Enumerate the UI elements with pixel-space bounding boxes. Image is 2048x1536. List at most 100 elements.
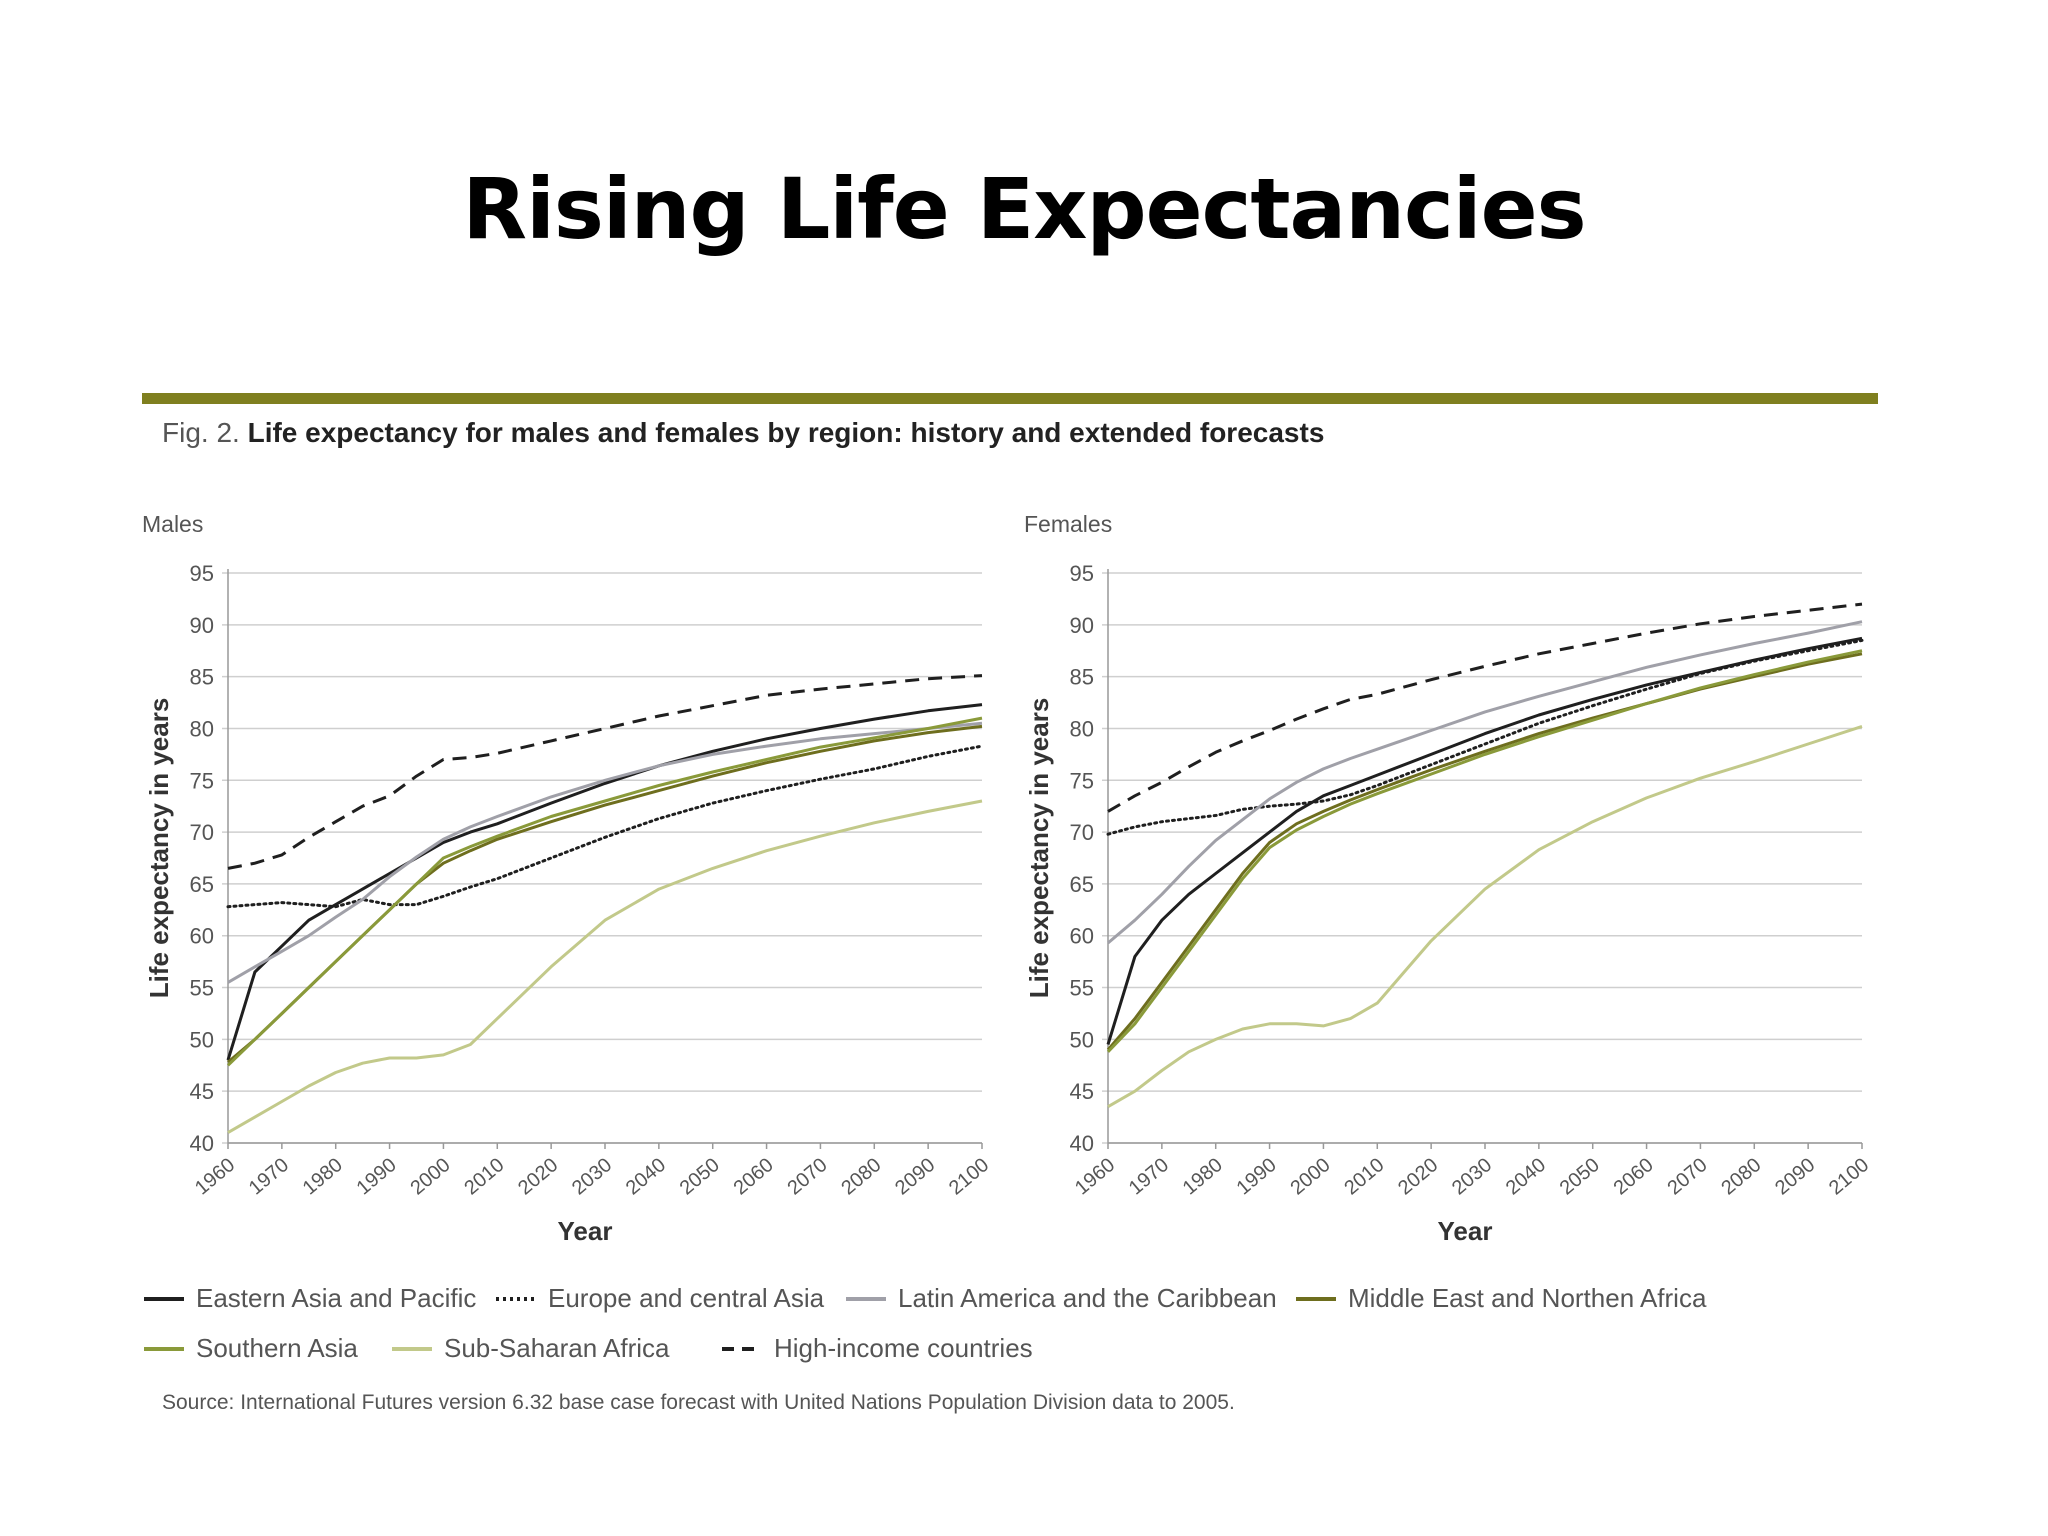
males-series-sub-saharan-africa: [227, 799, 983, 1134]
males-x-tick-label: 2050: [676, 1154, 724, 1199]
males-x-tick-label: 2090: [891, 1154, 939, 1199]
legend-item-latin-america-and-the-caribbean: Latin America and the Caribbean: [844, 1283, 1277, 1314]
females-x-tick-label: 1990: [1233, 1154, 1281, 1199]
legend-label: Southern Asia: [196, 1333, 358, 1363]
males-y-tick-label: 45: [190, 1079, 214, 1104]
females-x-tick-label: 1980: [1179, 1154, 1227, 1199]
females-x-axis-title: Year: [1438, 1216, 1493, 1246]
females-x-tick-label: 2050: [1556, 1154, 1604, 1199]
males-y-tick-label: 85: [190, 665, 214, 690]
legend-item-southern-asia: Southern Asia: [142, 1333, 358, 1364]
females-y-tick-label: 65: [1070, 872, 1094, 897]
legend-item-eastern-asia-and-pacific: Eastern Asia and Pacific: [142, 1283, 476, 1314]
females-y-tick-label: 70: [1070, 820, 1094, 845]
males-x-axis-title: Year: [558, 1216, 613, 1246]
legend-swatch: [722, 1346, 762, 1351]
males-y-tick-label: 95: [190, 561, 214, 586]
slide-title: Rising Life Expectancies: [462, 160, 1586, 258]
males-y-tick-label: 80: [190, 716, 214, 741]
legend-label: Middle East and Northen Africa: [1348, 1283, 1707, 1313]
females-x-tick-label: 2030: [1448, 1154, 1496, 1199]
males-y-tick-label: 75: [190, 768, 214, 793]
legend-swatch: [846, 1296, 886, 1301]
males-series-middle-east-and-northen-africa: [227, 724, 983, 1064]
figure: Fig. 2. Life expectancy for males and fe…: [142, 393, 1878, 1443]
figure-source: Source: International Futures version 6.…: [162, 1391, 1235, 1414]
legend-swatch: [144, 1296, 184, 1301]
males-series-eastern-asia-and-pacific: [226, 703, 983, 1061]
males-chart: 40 45 50 55 60 65 70 75 80 85 90 95 1960 1970 1980 1990…: [144, 561, 993, 1246]
males-series-high-income-countries: [227, 674, 983, 870]
females-x-tick-label: 2080: [1717, 1154, 1765, 1199]
males-y-tick-label: 50: [190, 1027, 214, 1052]
females-y-axis-title: Life expectancy in years: [1024, 698, 1054, 999]
legend-item-sub-saharan-africa: Sub-Saharan Africa: [390, 1333, 669, 1364]
males-x-tick-label: 2040: [622, 1154, 670, 1199]
males-x-tick-label: 2070: [783, 1154, 831, 1199]
legend-item-middle-east-and-northen-africa: Middle East and Northen Africa: [1294, 1283, 1706, 1314]
males-series-latin-america-and-the-caribbean: [227, 721, 983, 984]
females-x-tick-label: 2040: [1502, 1154, 1550, 1199]
females-x-tick-label: 2010: [1340, 1154, 1388, 1199]
females-series-eastern-asia-and-pacific: [1106, 636, 1863, 1045]
females-x-tick-label: 2060: [1610, 1154, 1658, 1199]
females-y-tick-label: 75: [1070, 768, 1094, 793]
figure-caption: Fig. 2. Life expectancy for males and fe…: [162, 417, 1324, 449]
females-series-europe-and-central-asia: [1106, 638, 1864, 836]
females-y-tick-label: 45: [1070, 1079, 1094, 1104]
males-x-tick-label: 1970: [245, 1154, 293, 1199]
males-y-tick-label: 60: [190, 924, 214, 949]
males-y-tick-label: 70: [190, 820, 214, 845]
females-y-tick-label: 55: [1070, 976, 1094, 1001]
females-y-tick-label: 60: [1070, 924, 1094, 949]
legend: Eastern Asia and Pacific Europe and centr…: [142, 1283, 1878, 1383]
females-y-tick-label: 85: [1070, 665, 1094, 690]
females-x-tick-label: 1970: [1125, 1154, 1173, 1199]
figure-top-rule: [142, 393, 1878, 404]
females-x-tick-label: 2020: [1394, 1154, 1442, 1199]
legend-swatch: [392, 1346, 432, 1351]
legend-label: Eastern Asia and Pacific: [196, 1283, 477, 1313]
females-x-tick-label: 2100: [1825, 1154, 1873, 1199]
females-y-tick-label: 50: [1070, 1027, 1094, 1052]
males-panel-label: Males: [142, 511, 204, 537]
legend-swatch: [1296, 1296, 1336, 1301]
males-x-tick-label: 2100: [945, 1154, 993, 1199]
legend-item-europe-and-central-asia: Europe and central Asia: [494, 1283, 824, 1314]
males-series-europe-and-central-asia: [226, 744, 984, 909]
females-chart: 40 45 50 55 60 65 70 75 80 85 90 95 1960 1970 1980 1990…: [1024, 561, 1873, 1246]
males-y-tick-label: 55: [190, 976, 214, 1001]
males-series-southern-asia: [226, 716, 983, 1067]
females-y-tick-label: 90: [1070, 613, 1094, 638]
males-x-tick-label: 1990: [353, 1154, 401, 1199]
females-x-tick-label: 2000: [1286, 1154, 1334, 1199]
females-x-tick-label: 2070: [1663, 1154, 1711, 1199]
males-y-tick-label: 65: [190, 872, 214, 897]
males-x-tick-label: 1960: [191, 1154, 239, 1199]
legend-label: Latin America and the Caribbean: [898, 1283, 1277, 1313]
females-y-tick-label: 80: [1070, 716, 1094, 741]
legend-label: Europe and central Asia: [548, 1283, 825, 1313]
females-panel-label: Females: [1024, 511, 1113, 537]
males-x-tick-label: 2080: [837, 1154, 885, 1199]
males-x-tick-label: 2020: [514, 1154, 562, 1199]
males-x-tick-label: 2000: [406, 1154, 454, 1199]
figure-caption-prefix: Fig. 2.: [162, 417, 240, 448]
males-x-tick-label: 2060: [730, 1154, 778, 1199]
males-y-tick-label: 40: [190, 1131, 214, 1156]
figure-caption-title: Life expectancy for males and females by…: [247, 417, 1325, 448]
females-y-tick-label: 40: [1070, 1131, 1094, 1156]
legend-item-high-income-countries: High-income countries: [720, 1333, 1033, 1364]
females-series-sub-saharan-africa: [1107, 724, 1863, 1108]
females-y-tick-label: 95: [1070, 561, 1094, 586]
females-series-southern-asia: [1106, 649, 1863, 1053]
legend-swatch: [144, 1346, 184, 1351]
females-x-tick-label: 2090: [1771, 1154, 1819, 1199]
males-x-tick-label: 2010: [460, 1154, 508, 1199]
females-x-tick-label: 1960: [1071, 1154, 1119, 1199]
males-y-tick-label: 90: [190, 613, 214, 638]
females-series-high-income-countries: [1107, 602, 1863, 813]
legend-swatch: [496, 1296, 536, 1301]
legend-label: High-income countries: [774, 1333, 1033, 1363]
males-y-axis-title: Life expectancy in years: [144, 698, 174, 999]
